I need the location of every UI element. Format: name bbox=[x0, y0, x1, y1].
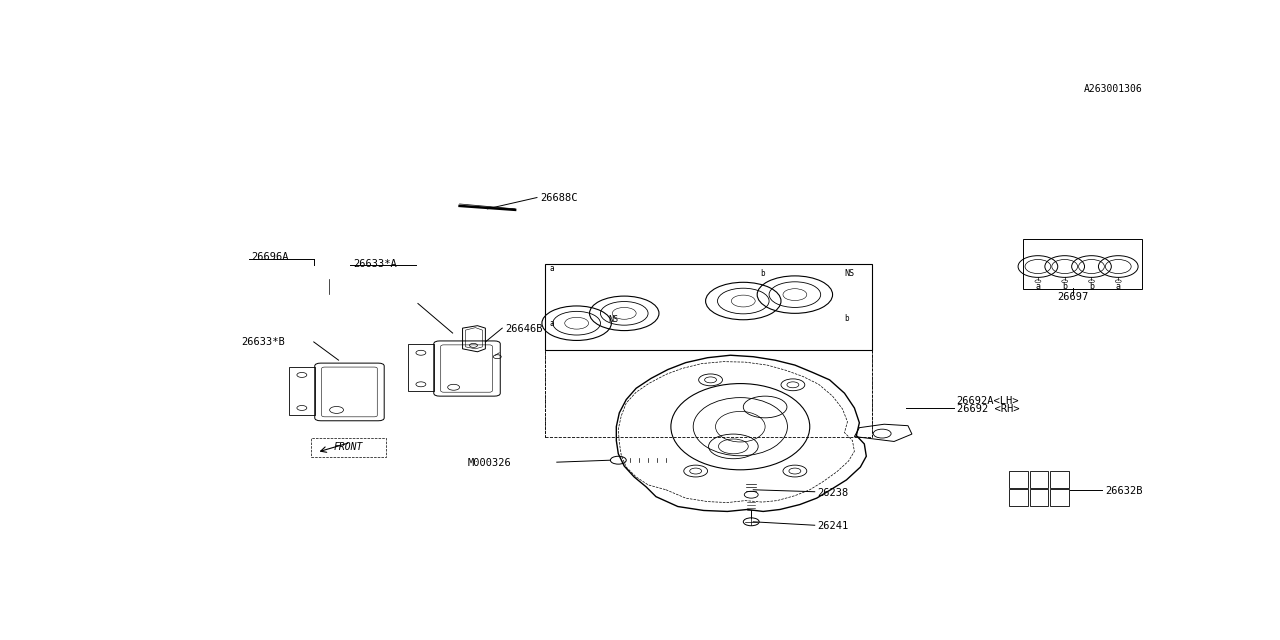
Text: 26692A<LH>: 26692A<LH> bbox=[956, 396, 1019, 406]
Bar bbox=[545, 264, 872, 350]
Text: 26692 <RH>: 26692 <RH> bbox=[956, 404, 1019, 415]
Text: 26697: 26697 bbox=[1057, 292, 1088, 301]
Text: a: a bbox=[550, 319, 554, 328]
Bar bbox=[1029, 471, 1048, 488]
Text: M000326: M000326 bbox=[467, 458, 511, 468]
Bar bbox=[1009, 489, 1028, 506]
Text: 26241: 26241 bbox=[818, 521, 849, 531]
Text: 26238: 26238 bbox=[818, 488, 849, 498]
Text: FRONT: FRONT bbox=[334, 442, 364, 452]
Text: NS: NS bbox=[608, 315, 618, 324]
Bar bbox=[1029, 489, 1048, 506]
Text: b: b bbox=[1062, 282, 1068, 291]
Text: b: b bbox=[845, 314, 849, 323]
Bar bbox=[1050, 489, 1069, 506]
Text: 26688C: 26688C bbox=[540, 193, 577, 202]
Text: 26696A: 26696A bbox=[251, 252, 289, 262]
Bar bbox=[1050, 471, 1069, 488]
Bar bbox=[1009, 471, 1028, 488]
Text: a: a bbox=[1116, 282, 1121, 291]
Text: b: b bbox=[760, 269, 764, 278]
Text: NS: NS bbox=[845, 269, 855, 278]
Text: 26646B: 26646B bbox=[506, 324, 543, 334]
Text: a: a bbox=[550, 264, 554, 273]
Text: b: b bbox=[1089, 282, 1094, 291]
Bar bbox=[545, 350, 872, 436]
Text: a: a bbox=[1036, 282, 1041, 291]
Text: 26632B: 26632B bbox=[1106, 486, 1143, 496]
Text: 26633*B: 26633*B bbox=[242, 337, 285, 347]
Bar bbox=[1023, 239, 1142, 289]
Text: 26633*A: 26633*A bbox=[353, 259, 397, 269]
Text: A263001306: A263001306 bbox=[1083, 84, 1142, 94]
